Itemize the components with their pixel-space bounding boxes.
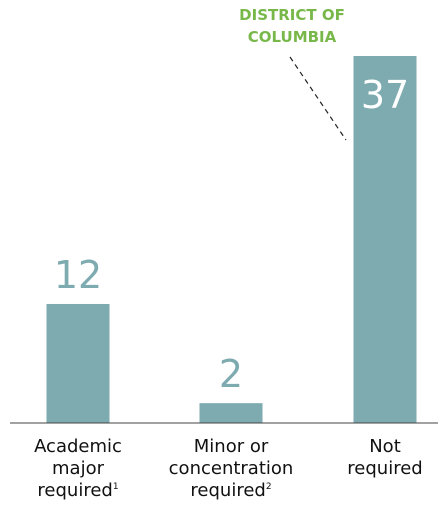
category-label-0: Academic major required1 — [34, 436, 122, 501]
bar-1 — [199, 403, 263, 423]
category-label-line: required — [37, 480, 112, 501]
bars-group — [46, 56, 417, 423]
bar-0 — [46, 303, 110, 423]
category-label-line: Minor or — [194, 436, 269, 457]
value-labels-group: 12 2 37 — [54, 73, 409, 396]
annotation-label: DISTRICT OF COLUMBIA — [239, 6, 345, 46]
footnote-marker: 1 — [113, 482, 119, 492]
category-label-1: Minor or concentration required2 — [169, 436, 294, 501]
category-label-line: concentration — [169, 458, 294, 479]
category-label-line: major — [52, 458, 105, 479]
category-label-line: Academic — [34, 436, 122, 457]
annotation-label-line: DISTRICT OF — [239, 6, 345, 24]
category-label-line: required — [347, 458, 422, 479]
category-label-line: required — [190, 480, 265, 501]
footnote-marker: 2 — [266, 482, 272, 492]
value-label-1: 2 — [219, 352, 243, 396]
annotation-group: DISTRICT OF COLUMBIA — [239, 6, 347, 141]
annotation-leader-line — [289, 56, 347, 141]
category-label-2: Not required — [347, 436, 422, 479]
value-label-2: 37 — [361, 73, 409, 117]
annotation-label-line: COLUMBIA — [248, 28, 337, 46]
value-label-0: 12 — [54, 253, 102, 297]
category-label-line: Not — [369, 436, 401, 457]
bar-2 — [353, 56, 417, 423]
